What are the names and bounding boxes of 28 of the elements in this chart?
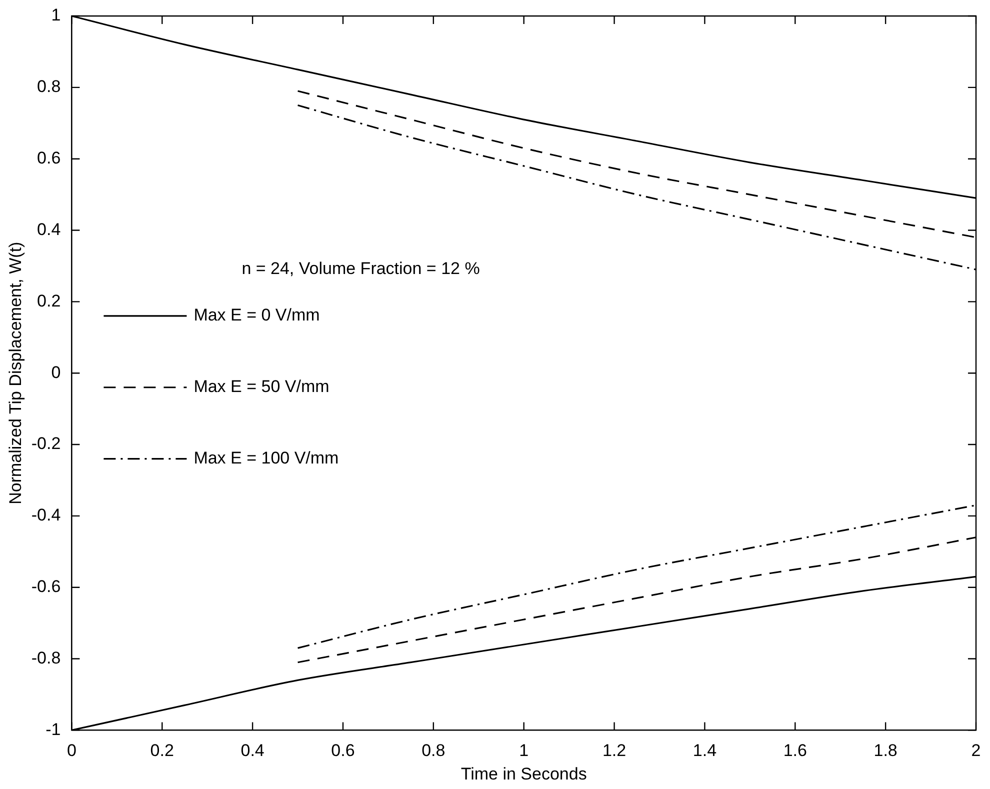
x-axis-title: Time in Seconds [460, 764, 587, 784]
y-tick-label: 0.6 [37, 148, 61, 168]
x-tick-label: 0.2 [150, 741, 174, 760]
y-tick-label: 0.8 [37, 77, 61, 96]
y-tick-label: -1 [46, 720, 61, 739]
x-tick-label: 1.2 [602, 741, 626, 760]
legend-label: Max E = 100 V/mm [194, 448, 339, 468]
x-tick-label: 1.8 [874, 741, 898, 760]
y-tick-label: 0.4 [37, 220, 61, 239]
y-tick-label: -0.4 [31, 506, 61, 525]
x-tick-label: 0.4 [240, 741, 264, 760]
y-axis-title: Normalized Tip Displacement, W(t) [6, 242, 25, 504]
y-tick-label: -0.2 [31, 434, 61, 454]
annotation: n = 24, Volume Fraction = 12 % [242, 259, 480, 278]
y-tick-label: 0 [51, 362, 61, 382]
x-tick-label: 0 [66, 741, 76, 760]
y-tick-label: 0.2 [37, 291, 61, 310]
x-tick-label: 0.8 [422, 741, 446, 760]
y-tick-label: -0.8 [31, 648, 61, 668]
legend-label: Max E = 50 V/mm [194, 377, 330, 396]
x-tick-label: 1.6 [783, 741, 807, 760]
y-tick-label: -0.6 [31, 577, 61, 596]
x-tick-label: 1.4 [692, 741, 717, 760]
x-tick-label: 1 [519, 741, 529, 760]
x-tick-label: 2 [971, 741, 981, 760]
legend-label: Max E = 0 V/mm [194, 306, 320, 325]
y-tick-label: 1 [51, 6, 61, 25]
x-tick-label: 0.6 [331, 741, 355, 760]
